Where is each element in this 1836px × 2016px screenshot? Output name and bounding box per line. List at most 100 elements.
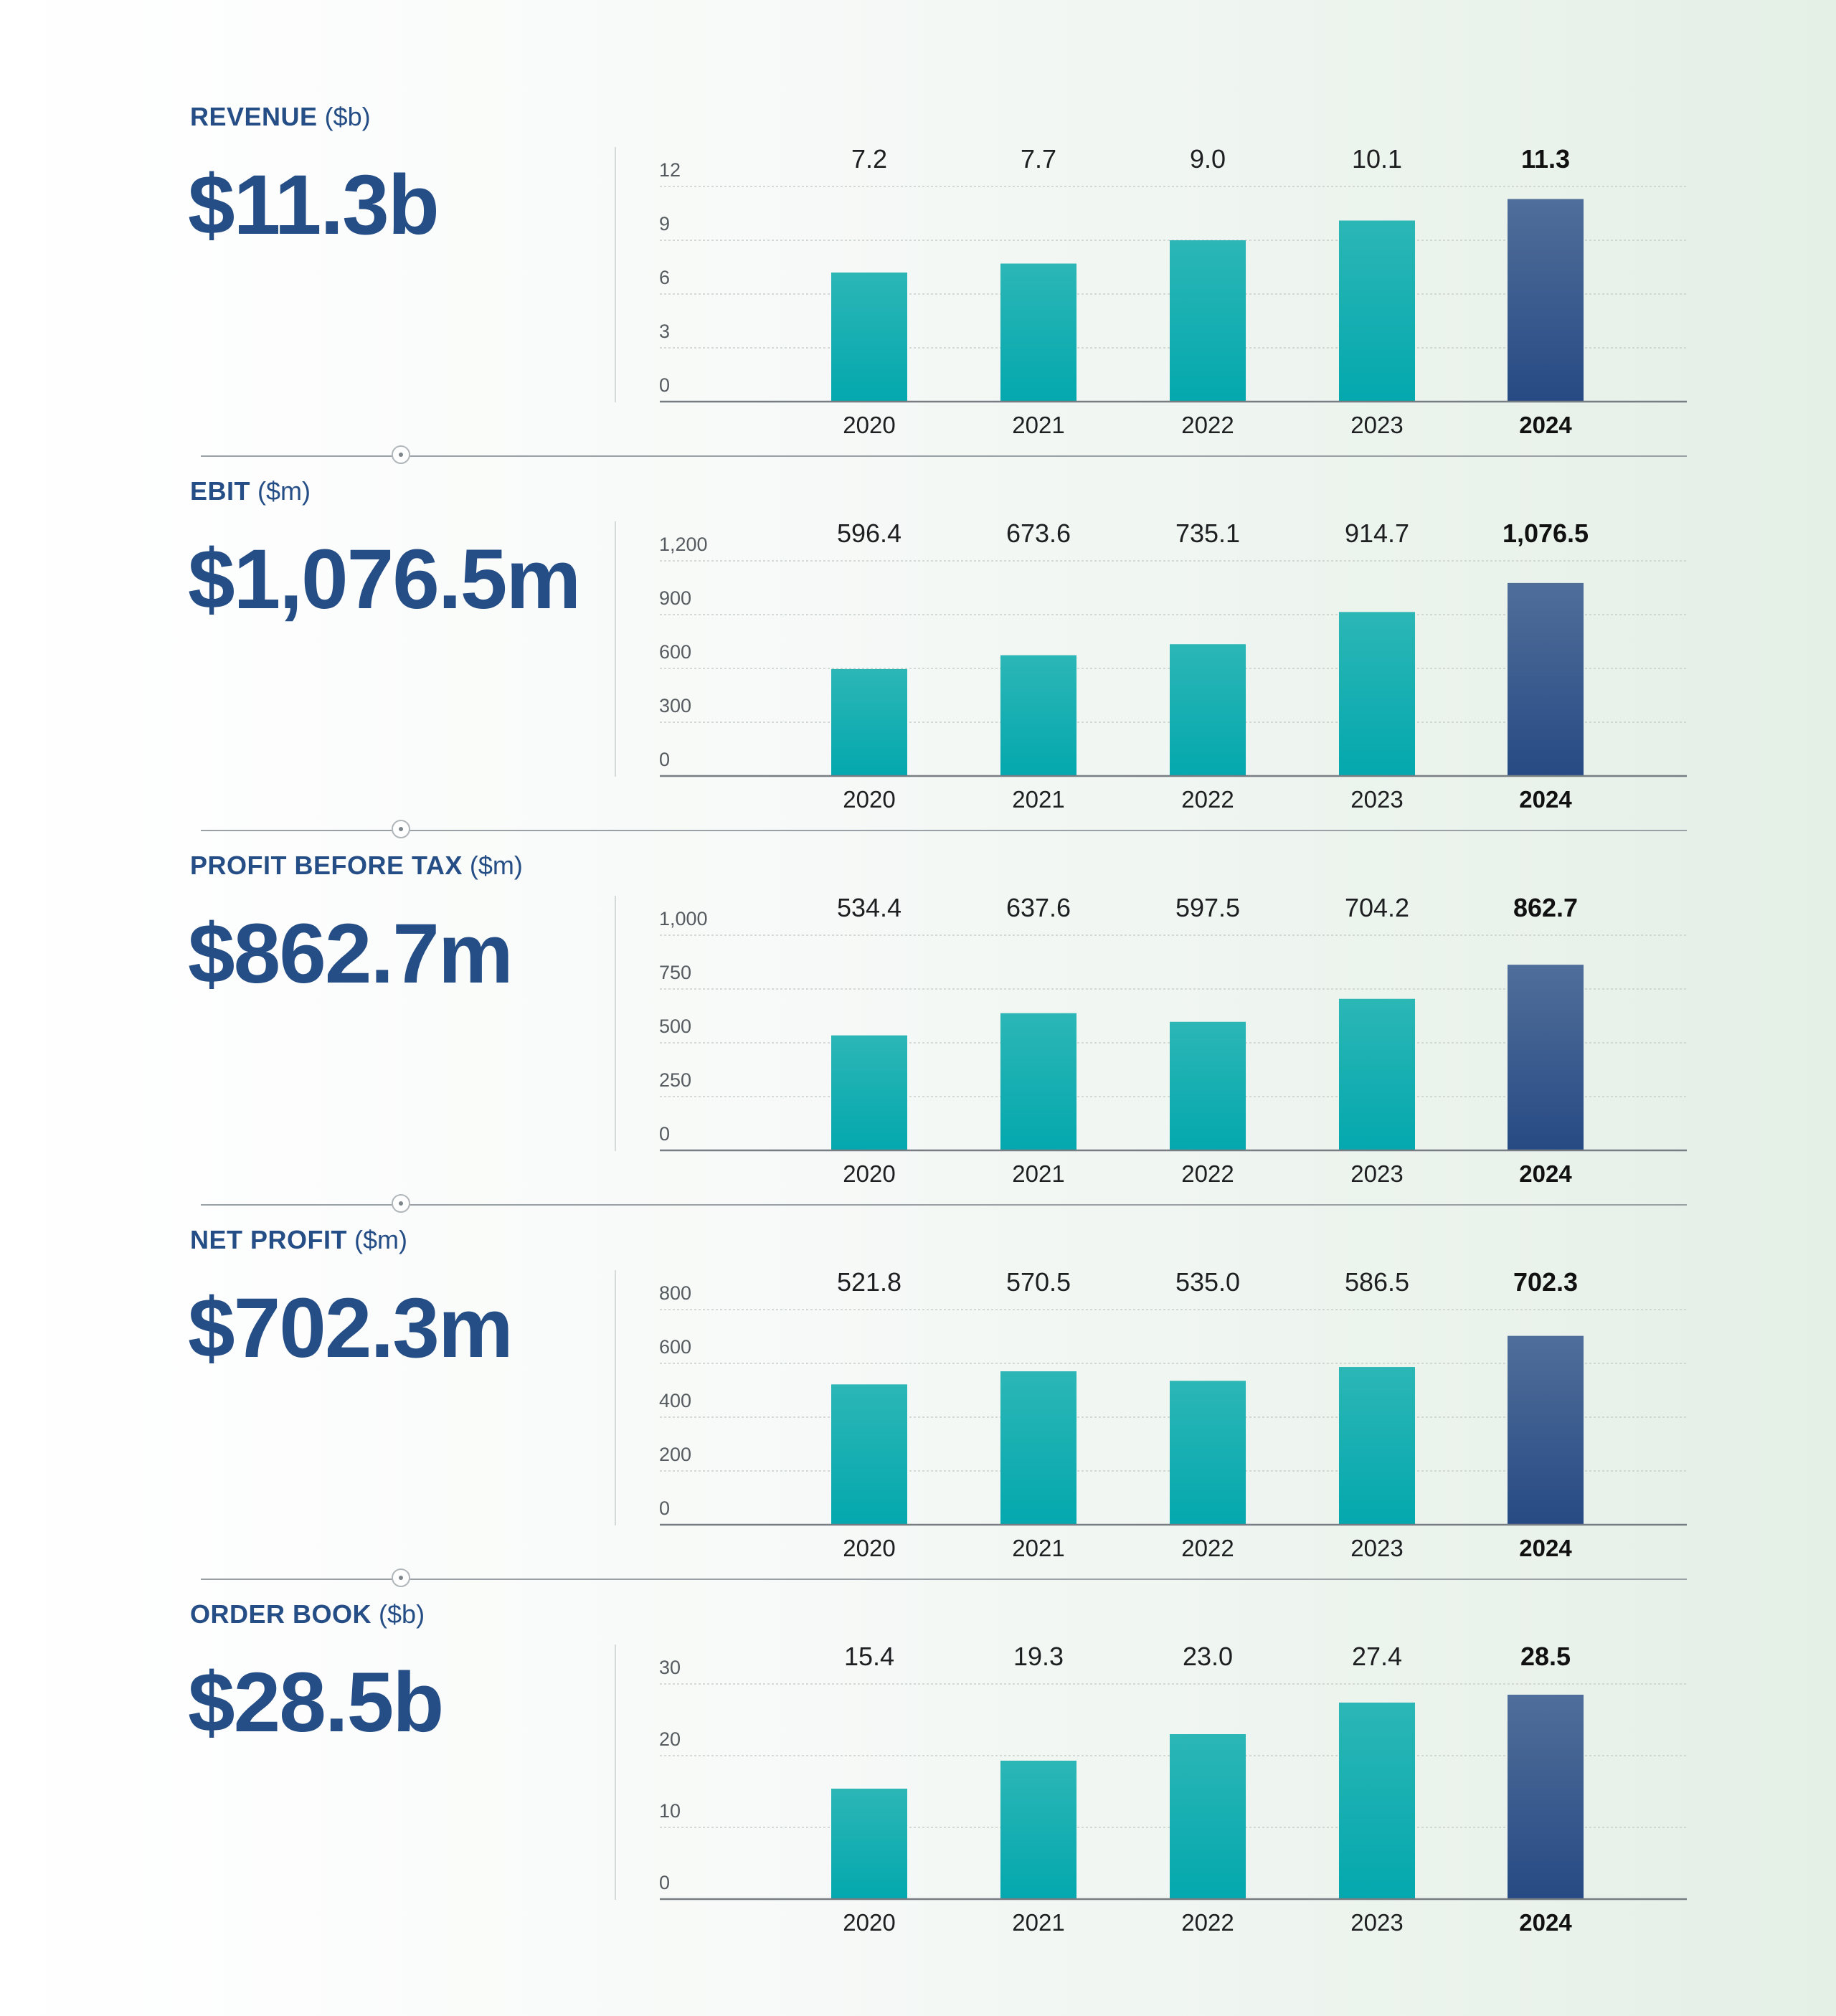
bar: [1508, 1695, 1584, 1899]
section-title-name: EBIT: [190, 476, 251, 506]
section-title-name: NET PROFIT: [190, 1225, 347, 1254]
x-tick-label: 2022: [1181, 1160, 1234, 1187]
bar: [1508, 582, 1584, 776]
bar: [1170, 1734, 1246, 1899]
y-tick-label: 0: [659, 1497, 670, 1519]
y-tick-label: 0: [659, 1872, 670, 1893]
data-label: 7.7: [1021, 144, 1056, 174]
bar: [1170, 1021, 1246, 1150]
data-label: 1,076.5: [1503, 519, 1589, 548]
y-tick-label: 1,200: [659, 534, 708, 555]
data-label: 637.6: [1006, 893, 1071, 922]
bar: [1000, 1013, 1076, 1150]
data-label: 9.0: [1190, 144, 1226, 174]
y-tick-label: 750: [659, 962, 691, 983]
vertical-divider: [615, 1644, 616, 1900]
bar: [831, 1789, 907, 1899]
headline-value: $862.7m: [188, 907, 514, 1001]
section-separator: [201, 820, 1687, 838]
y-tick-label: 30: [659, 1657, 681, 1678]
separator-dot-icon: [392, 820, 410, 838]
bar: [831, 1035, 907, 1150]
y-tick-label: 300: [659, 695, 691, 716]
net-profit-section: NET PROFIT ($m) $702.3m 0 200 400 600 800 521…: [0, 1123, 1836, 1561]
x-tick-label: 2021: [1012, 412, 1064, 438]
bar: [831, 668, 907, 776]
bar: [1508, 1335, 1584, 1525]
section-title-name: REVENUE: [190, 102, 318, 131]
section-title-unit: ($m): [354, 1225, 408, 1254]
section-title: REVENUE ($b): [190, 102, 371, 132]
y-tick-label: 1,000: [659, 908, 708, 929]
section-title: PROFIT BEFORE TAX ($m): [190, 851, 523, 881]
section-title: NET PROFIT ($m): [190, 1225, 407, 1255]
ebit-section: EBIT ($m) $1,076.5m 0 300 600 900 1,200 596.4…: [0, 374, 1836, 813]
data-label: 11.3: [1521, 144, 1570, 174]
bar: [831, 1384, 907, 1525]
data-label: 735.1: [1175, 519, 1240, 548]
data-label: 15.4: [844, 1642, 894, 1671]
headline-value: $702.3m: [188, 1281, 514, 1376]
bar: [1170, 240, 1246, 402]
x-tick-label: 2023: [1350, 412, 1403, 438]
y-tick-label: 500: [659, 1016, 691, 1037]
order-book-bar-chart: 0 10 20 30 15.4 2020 19.3 2021 23.0 2022 27.4 2023 2…: [659, 1642, 1687, 1936]
bar: [1170, 644, 1246, 776]
bar: [1000, 655, 1076, 776]
section-title-name: PROFIT BEFORE TAX: [190, 851, 463, 880]
x-tick-label: 2022: [1181, 1909, 1234, 1936]
separator-dot-icon: [392, 1194, 410, 1213]
y-tick-label: 0: [659, 749, 670, 770]
bar: [1000, 263, 1076, 402]
x-tick-label: 2021: [1012, 1909, 1064, 1936]
data-label: 534.4: [837, 893, 902, 922]
data-label: 28.5: [1520, 1642, 1571, 1671]
section-separator: [201, 1568, 1687, 1587]
data-label: 535.0: [1175, 1267, 1240, 1297]
separator-dot-icon: [392, 1568, 410, 1587]
x-tick-label: 2024: [1519, 412, 1572, 438]
y-tick-label: 20: [659, 1728, 681, 1750]
section-title-unit: ($m): [257, 476, 311, 506]
section-separator: [201, 445, 1687, 464]
x-tick-label: 2023: [1350, 1535, 1403, 1561]
y-tick-label: 800: [659, 1282, 691, 1304]
y-tick-label: 600: [659, 641, 691, 663]
section-title: ORDER BOOK ($b): [190, 1599, 425, 1629]
x-tick-label: 2022: [1181, 786, 1234, 813]
data-label: 19.3: [1013, 1642, 1064, 1671]
bar: [831, 273, 907, 402]
vertical-divider: [615, 896, 616, 1151]
x-tick-label: 2022: [1181, 412, 1234, 438]
bar: [1339, 220, 1415, 402]
data-label: 597.5: [1175, 893, 1240, 922]
x-tick-label: 2023: [1350, 1160, 1403, 1187]
data-label: 23.0: [1183, 1642, 1233, 1671]
data-label: 702.3: [1513, 1267, 1578, 1297]
bar: [1000, 1371, 1076, 1525]
x-tick-label: 2021: [1012, 1160, 1064, 1187]
bar: [1339, 998, 1415, 1150]
y-tick-label: 250: [659, 1069, 691, 1091]
x-tick-label: 2023: [1350, 786, 1403, 813]
x-tick-label: 2020: [843, 1909, 895, 1936]
headline-value: $1,076.5m: [188, 532, 581, 627]
y-tick-label: 400: [659, 1390, 691, 1411]
headline-value: $11.3b: [188, 158, 440, 252]
x-tick-label: 2020: [843, 412, 895, 438]
bar: [1339, 612, 1415, 776]
data-label: 862.7: [1513, 893, 1578, 922]
data-label: 596.4: [837, 519, 902, 548]
bar: [1508, 965, 1584, 1150]
bar: [1339, 1367, 1415, 1525]
revenue-bar-chart: 0 3 6 9 12 7.2 2020 7.7 2021 9.0 2022 10.1 2023 11.3 2…: [659, 144, 1687, 438]
y-tick-label: 6: [659, 267, 670, 288]
bar: [1508, 199, 1584, 402]
y-tick-label: 0: [659, 374, 670, 396]
x-tick-label: 2020: [843, 1160, 895, 1187]
section-separator: [201, 1194, 1687, 1213]
y-tick-label: 12: [659, 159, 681, 181]
y-tick-label: 10: [659, 1800, 681, 1822]
headline-value: $28.5b: [188, 1655, 444, 1750]
